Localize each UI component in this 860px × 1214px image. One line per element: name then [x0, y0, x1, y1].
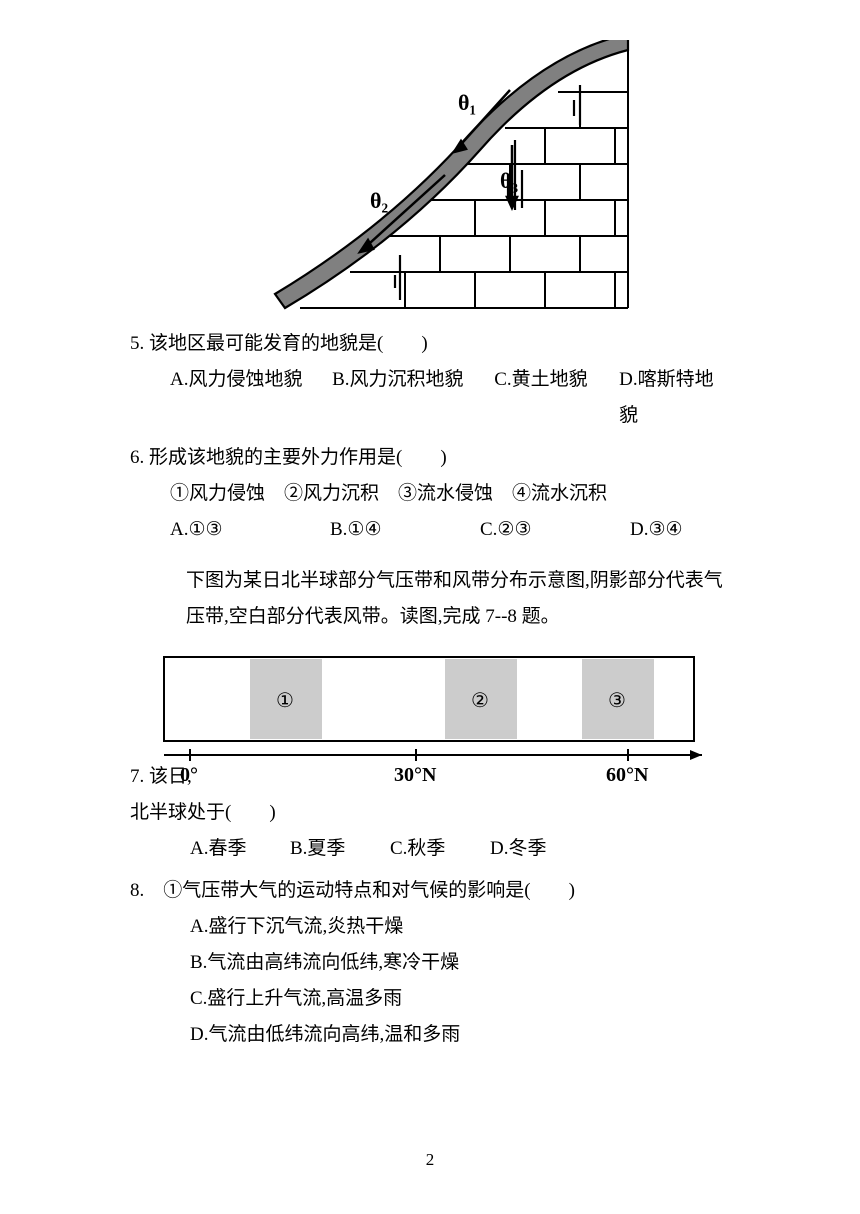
q8-opt-b: B.气流由高纬流向低纬,寒冷干燥	[130, 945, 730, 981]
band3-label: ③	[608, 690, 626, 712]
bands-svg: ① ② ③ 0° 30°N 60°N	[150, 651, 710, 789]
band2-label: ②	[471, 690, 489, 712]
q7-opt-c: C.秋季	[390, 831, 490, 867]
page-number: 2	[0, 1144, 860, 1176]
q7-opt-d: D.冬季	[490, 831, 546, 867]
figure-bands: ① ② ③ 0° 30°N 60°N	[130, 651, 730, 789]
q6-opt-a: A.①③	[170, 512, 330, 548]
q5-opt-c: C.黄土地貌	[494, 362, 619, 434]
q6-opt-d: D.③④	[630, 512, 683, 548]
q6-opt-c: C.②③	[480, 512, 630, 548]
axis-30: 30°N	[394, 764, 437, 786]
q6-stem: 6. 形成该地貌的主要外力作用是( )	[130, 440, 730, 476]
q5-opt-a: A.风力侵蚀地貌	[170, 362, 332, 434]
q5-opt-d: D.喀斯特地貌	[619, 362, 730, 434]
q5-stem: 5. 该地区最可能发育的地貌是( )	[130, 326, 730, 362]
q8-opt-d: D.气流由低纬流向高纬,温和多雨	[130, 1017, 730, 1053]
q8-opt-a: A.盛行下沉气流,炎热干燥	[130, 909, 730, 945]
q7-opt-b: B.夏季	[290, 831, 390, 867]
slope-svg: θ₁ θ₂ θ₃	[230, 40, 630, 310]
theta3-label: θ₃	[500, 168, 518, 193]
q5-options: A.风力侵蚀地貌 B.风力沉积地貌 C.黄土地貌 D.喀斯特地貌	[130, 362, 730, 434]
q5-opt-b: B.风力沉积地貌	[332, 362, 494, 434]
q6-options: A.①③ B.①④ C.②③ D.③④	[130, 512, 730, 548]
q6-subline: ①风力侵蚀 ②风力沉积 ③流水侵蚀 ④流水沉积	[130, 476, 730, 512]
q7-suffix: 北半球处于( )	[130, 795, 730, 831]
figure-slope: θ₁ θ₂ θ₃	[130, 40, 730, 310]
theta2-label: θ₂	[370, 188, 388, 213]
q7-opt-a: A.春季	[190, 831, 290, 867]
intro-78: 下图为某日北半球部分气压带和风带分布示意图,阴影部分代表气压带,空白部分代表风带…	[130, 563, 730, 635]
band1-label: ①	[276, 690, 294, 712]
theta1-label: θ₁	[458, 90, 476, 115]
axis-60: 60°N	[606, 764, 649, 786]
q8-opt-c: C.盛行上升气流,高温多雨	[130, 981, 730, 1017]
q7-prefix: 7. 该日,	[130, 766, 192, 787]
q7-options: A.春季 B.夏季 C.秋季 D.冬季	[130, 831, 730, 867]
q8-stem: 8. ①气压带大气的运动特点和对气候的影响是( )	[130, 873, 730, 909]
q6-opt-b: B.①④	[330, 512, 480, 548]
